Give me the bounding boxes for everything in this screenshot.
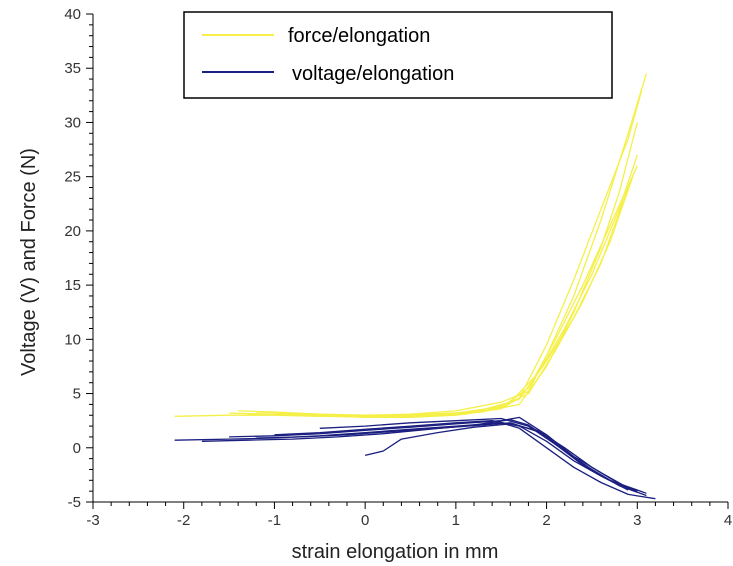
y-tick-label: 10	[64, 331, 81, 348]
series-line	[256, 154, 638, 417]
ticks: -3 -2 -1 0 1 2 3 4 -5 0 5 10 15 20 25 30 35 40	[64, 6, 732, 529]
y-tick-label: 5	[73, 386, 81, 403]
y-tick-label: 0	[73, 440, 81, 457]
x-tick-label: 3	[633, 512, 641, 529]
axes	[92, 14, 728, 503]
series-layer	[174, 73, 656, 500]
x-tick-label: -1	[268, 512, 281, 529]
series-force	[174, 73, 648, 419]
y-axis-label: Voltage (V) and Force (N)	[18, 148, 40, 376]
x-tick-label: -2	[177, 512, 190, 529]
y-tick-label: 30	[64, 114, 81, 131]
series-line	[274, 420, 629, 491]
x-tick-label: 4	[724, 512, 732, 529]
y-tick-label: 35	[64, 60, 81, 77]
legend: force/elongation voltage/elongation	[183, 11, 613, 99]
series-line	[229, 89, 643, 419]
y-tick-label: 15	[64, 277, 81, 294]
x-tick-label: 0	[361, 512, 369, 529]
series-line	[364, 423, 647, 494]
y-tick-label: 40	[64, 6, 81, 23]
series-line	[174, 73, 648, 417]
legend-label-force: force/elongation	[288, 25, 430, 47]
legend-box	[183, 11, 613, 99]
x-tick-label: 2	[542, 512, 550, 529]
x-tick-label: 1	[452, 512, 460, 529]
x-tick-label: -3	[86, 512, 99, 529]
series-line	[229, 416, 629, 489]
series-line	[319, 417, 638, 492]
series-line	[274, 176, 634, 417]
series-voltage	[174, 416, 656, 500]
y-tick-label: 25	[64, 169, 81, 186]
x-axis-label: strain elongation in mm	[292, 541, 499, 563]
series-line	[283, 165, 638, 419]
y-tick-label: 20	[64, 223, 81, 240]
legend-label-voltage: voltage/elongation	[292, 63, 454, 85]
y-tick-label: -5	[68, 494, 81, 511]
